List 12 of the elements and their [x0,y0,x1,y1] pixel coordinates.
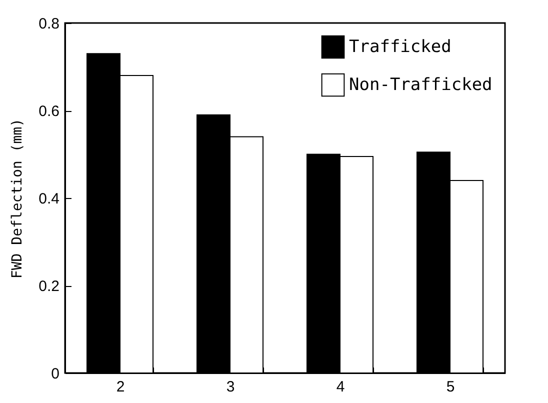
y-tick-label: 0.2 [38,278,60,295]
y-tick-label: 0.8 [38,16,60,32]
y-axis-title: FWD Deflection (mm) [10,118,26,279]
y-tick-label: 0.6 [38,103,60,120]
y-tick-label: 0 [51,366,60,382]
legend-label: Trafficked [349,37,452,57]
x-tick-label: 5 [446,378,455,396]
x-tick-label: 2 [116,378,125,396]
y-tick-label: 0.4 [38,190,60,208]
x-tick-label: 4 [336,378,345,396]
x-tick-label: 3 [226,378,235,396]
legend-label: Non-Trafficked [349,75,492,95]
